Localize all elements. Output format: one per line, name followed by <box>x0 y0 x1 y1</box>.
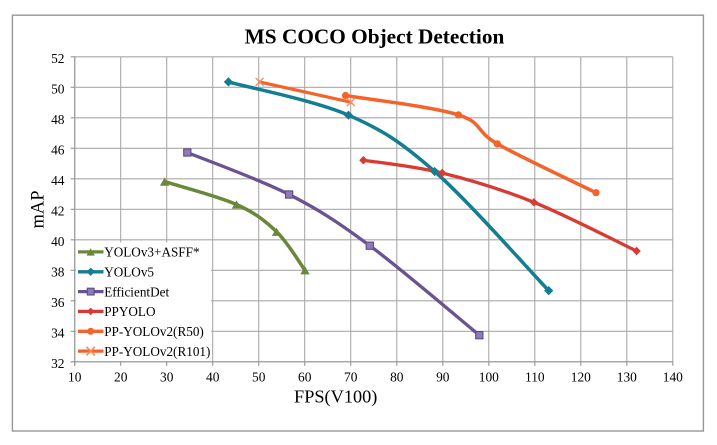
svg-text:130: 130 <box>617 369 637 384</box>
svg-text:EfficientDet: EfficientDet <box>104 284 169 299</box>
svg-text:40: 40 <box>51 234 65 249</box>
svg-text:50: 50 <box>252 369 266 384</box>
svg-text:120: 120 <box>571 369 591 384</box>
svg-text:36: 36 <box>51 295 65 310</box>
svg-text:110: 110 <box>525 369 545 384</box>
svg-text:100: 100 <box>479 369 499 384</box>
svg-text:48: 48 <box>51 112 65 127</box>
svg-text:46: 46 <box>51 142 65 157</box>
svg-text:42: 42 <box>51 203 64 218</box>
svg-text:20: 20 <box>114 369 128 384</box>
svg-text:10: 10 <box>68 369 82 384</box>
svg-text:MS COCO Object Detection: MS COCO Object Detection <box>245 25 505 49</box>
svg-text:50: 50 <box>51 81 65 96</box>
svg-text:40: 40 <box>206 369 220 384</box>
svg-text:70: 70 <box>344 369 358 384</box>
svg-text:32: 32 <box>51 356 64 371</box>
svg-text:38: 38 <box>51 264 65 279</box>
svg-text:mAP: mAP <box>29 190 49 228</box>
svg-text:30: 30 <box>160 369 174 384</box>
svg-text:YOLOv3+ASFF*: YOLOv3+ASFF* <box>104 245 199 260</box>
svg-text:60: 60 <box>298 369 312 384</box>
svg-text:PP-YOLOv2(R101): PP-YOLOv2(R101) <box>104 344 210 359</box>
svg-text:140: 140 <box>663 369 683 384</box>
svg-text:FPS(V100): FPS(V100) <box>294 387 377 408</box>
svg-text:PPYOLO: PPYOLO <box>104 304 155 319</box>
svg-text:80: 80 <box>390 369 404 384</box>
svg-text:34: 34 <box>51 325 65 340</box>
svg-text:44: 44 <box>51 173 65 188</box>
svg-text:PP-YOLOv2(R50): PP-YOLOv2(R50) <box>104 324 204 339</box>
svg-text:90: 90 <box>436 369 450 384</box>
svg-text:52: 52 <box>51 51 64 66</box>
svg-text:YOLOv5: YOLOv5 <box>104 264 154 279</box>
